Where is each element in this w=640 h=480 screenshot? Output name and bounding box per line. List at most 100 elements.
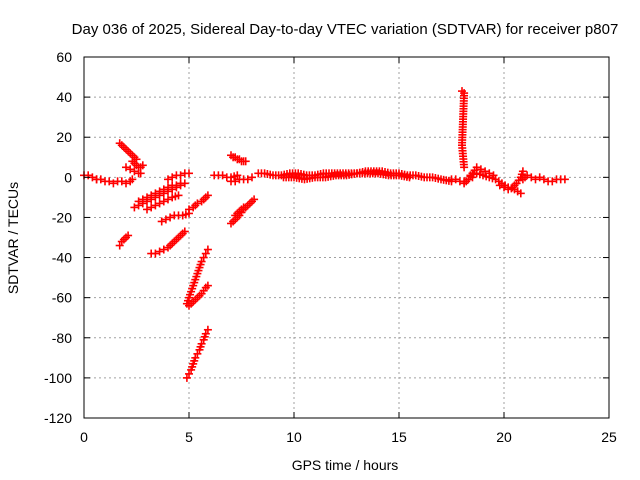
data-point (248, 173, 256, 182)
series-arc-00-0.6h (80, 171, 101, 184)
data-point (243, 175, 252, 184)
data-point (136, 169, 145, 178)
data-point (203, 245, 212, 254)
data-point (128, 175, 137, 184)
x-axis-label: GPS time / hours (292, 457, 399, 473)
data-point (155, 199, 164, 208)
y-tick-label: -40 (52, 250, 72, 266)
series-arc-6.2-7.3h (210, 171, 242, 182)
data-point (84, 171, 93, 180)
x-tick-label: 20 (496, 429, 512, 445)
data-point (197, 257, 206, 266)
data-point (180, 227, 189, 236)
series-outliers-18.1h (458, 87, 469, 172)
data-point (161, 215, 170, 224)
data-point (548, 177, 557, 186)
data-point (531, 175, 540, 184)
data-point (172, 181, 181, 190)
data-point (147, 203, 156, 212)
data-point (185, 369, 193, 378)
data-point (164, 195, 172, 204)
y-tick-label: -100 (44, 370, 72, 386)
data-point (250, 195, 259, 204)
data-point (143, 205, 151, 214)
grid-lines (84, 57, 609, 418)
data-point (191, 353, 200, 362)
data-point (109, 179, 118, 188)
data-point (516, 189, 525, 198)
data-point (451, 175, 460, 184)
y-tick-label: 40 (56, 89, 72, 105)
series-arc-4.9-5.9h-to-76 (182, 325, 212, 382)
data-point (176, 179, 185, 188)
data-point (539, 175, 548, 184)
chart-title: Day 036 of 2025, Sidereal Day-to-day VTE… (72, 21, 619, 38)
x-tick-label: 10 (286, 429, 302, 445)
data-point (164, 175, 172, 184)
data-point (151, 249, 160, 258)
data-point (182, 373, 191, 382)
data-point (159, 197, 168, 206)
data-point (535, 173, 544, 182)
data-point (151, 201, 160, 210)
y-tick-label: -60 (52, 290, 72, 306)
data-point (239, 203, 248, 212)
data-point (126, 165, 135, 174)
series-arc-2.6-4.6h-main2 (134, 179, 185, 206)
data-point (203, 281, 212, 290)
y-tick-label: 60 (56, 49, 72, 65)
data-point (185, 169, 193, 178)
data-point (138, 161, 147, 170)
data-point (159, 185, 168, 194)
data-point (174, 191, 183, 200)
data-point (218, 171, 227, 180)
plot-frame (83, 56, 610, 419)
y-tick-label: 20 (56, 129, 72, 145)
series-arc-0.6-2.3h (92, 175, 137, 188)
series-arc-4.0-5.0h-top (164, 169, 193, 184)
data-point (193, 199, 202, 208)
data-point (481, 167, 490, 176)
series-arc-7.0-7.7h-upper (227, 151, 250, 166)
data-point (233, 171, 242, 180)
data-point (147, 191, 156, 200)
data-point (518, 167, 527, 176)
data-point (115, 241, 124, 250)
data-point (201, 249, 210, 258)
data-point (130, 167, 139, 176)
x-tick-label: 25 (601, 429, 617, 445)
x-tick-label: 15 (391, 429, 407, 445)
series-arc-5.0-5.9h-to-9 (185, 191, 212, 214)
y-tick-labels: -120 -100 -80 -60 -40 -20 0 20 40 60 (44, 49, 72, 426)
data-point (122, 179, 130, 188)
x-tick-label: 5 (185, 429, 193, 445)
data-point (134, 197, 143, 206)
data-point (176, 171, 185, 180)
series-arc-20.9-22.9h (518, 171, 569, 186)
data-point (151, 189, 160, 198)
series-arc-2.0-2.7h-low (122, 163, 145, 178)
series-arc-3.2-4.8h-neg38 (147, 227, 189, 258)
data-point (124, 231, 133, 240)
data-point (159, 245, 168, 254)
x-tick-labels: 0 5 10 15 20 25 (80, 429, 617, 445)
data-point (460, 163, 469, 172)
data-point (193, 349, 202, 358)
data-point (155, 247, 164, 256)
data-point (130, 203, 139, 212)
data-point (199, 253, 208, 262)
data-point (231, 177, 240, 186)
y-axis-label: SDTVAR / TECUs (5, 182, 21, 294)
data-point (155, 187, 164, 196)
series-arc-1.7-2.5h-desc (115, 139, 141, 164)
series-arc-9.5-15.5h-band (279, 169, 414, 184)
y-tick-label: -80 (52, 330, 72, 346)
data-point (560, 175, 569, 184)
data-point (168, 173, 177, 182)
data-point (405, 173, 414, 182)
series-arc-7.0-8.0h-low (227, 173, 256, 186)
data-point (96, 175, 105, 184)
x-tick-label: 0 (80, 429, 88, 445)
data-point (166, 213, 175, 222)
